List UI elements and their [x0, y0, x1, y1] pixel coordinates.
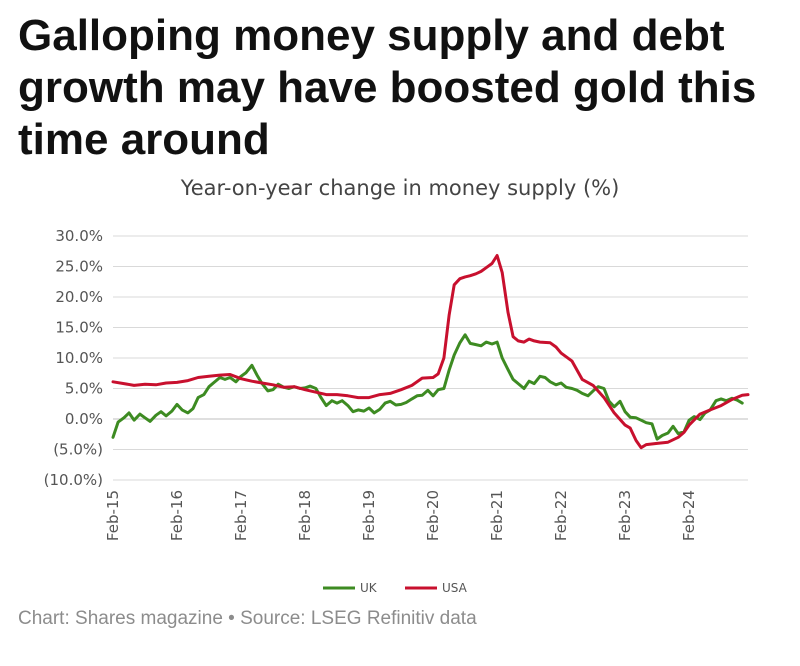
x-tick-label: Feb-21 — [488, 490, 506, 541]
x-tick-label: Feb-22 — [552, 490, 570, 541]
legend-label-uk: UK — [360, 581, 378, 595]
x-tick-label: Feb-20 — [424, 490, 442, 541]
y-tick-label: (10.0%) — [44, 471, 103, 489]
chart-source-footer: Chart: Shares magazine • Source: LSEG Re… — [18, 608, 477, 629]
y-tick-label: 15.0% — [55, 319, 103, 337]
chart-svg: 30.0% 25.0% 20.0% 15.0% 10.0% 5.0% 0.0% (5.0%) (… — [44, 227, 750, 595]
y-tick-label: 25.0% — [55, 258, 103, 276]
x-tick-label: Feb-16 — [168, 490, 186, 541]
y-tick-label: 0.0% — [65, 410, 103, 428]
series-line-uk — [111, 333, 744, 441]
x-tick-label: Feb-24 — [680, 490, 698, 541]
x-tick-label: Feb-17 — [232, 490, 250, 541]
y-tick-label: 5.0% — [65, 380, 103, 398]
chart-title: Year-on-year change in money supply (%) — [180, 176, 620, 200]
legend-label-usa: USA — [442, 581, 468, 595]
headline: Galloping money supply and debt growth m… — [18, 11, 757, 164]
y-tick-label: 30.0% — [55, 227, 103, 245]
y-tick-label: 20.0% — [55, 288, 103, 306]
x-tick-label: Feb-23 — [616, 490, 634, 541]
y-tick-label: (5.0%) — [53, 441, 103, 459]
series-line-usa — [111, 254, 750, 450]
chart: Year-on-year change in money supply (%) … — [0, 168, 800, 608]
x-tick-label: Feb-15 — [104, 490, 122, 541]
y-tick-label: 10.0% — [55, 349, 103, 367]
x-tick-label: Feb-19 — [360, 490, 378, 541]
x-tick-label: Feb-18 — [296, 490, 314, 541]
